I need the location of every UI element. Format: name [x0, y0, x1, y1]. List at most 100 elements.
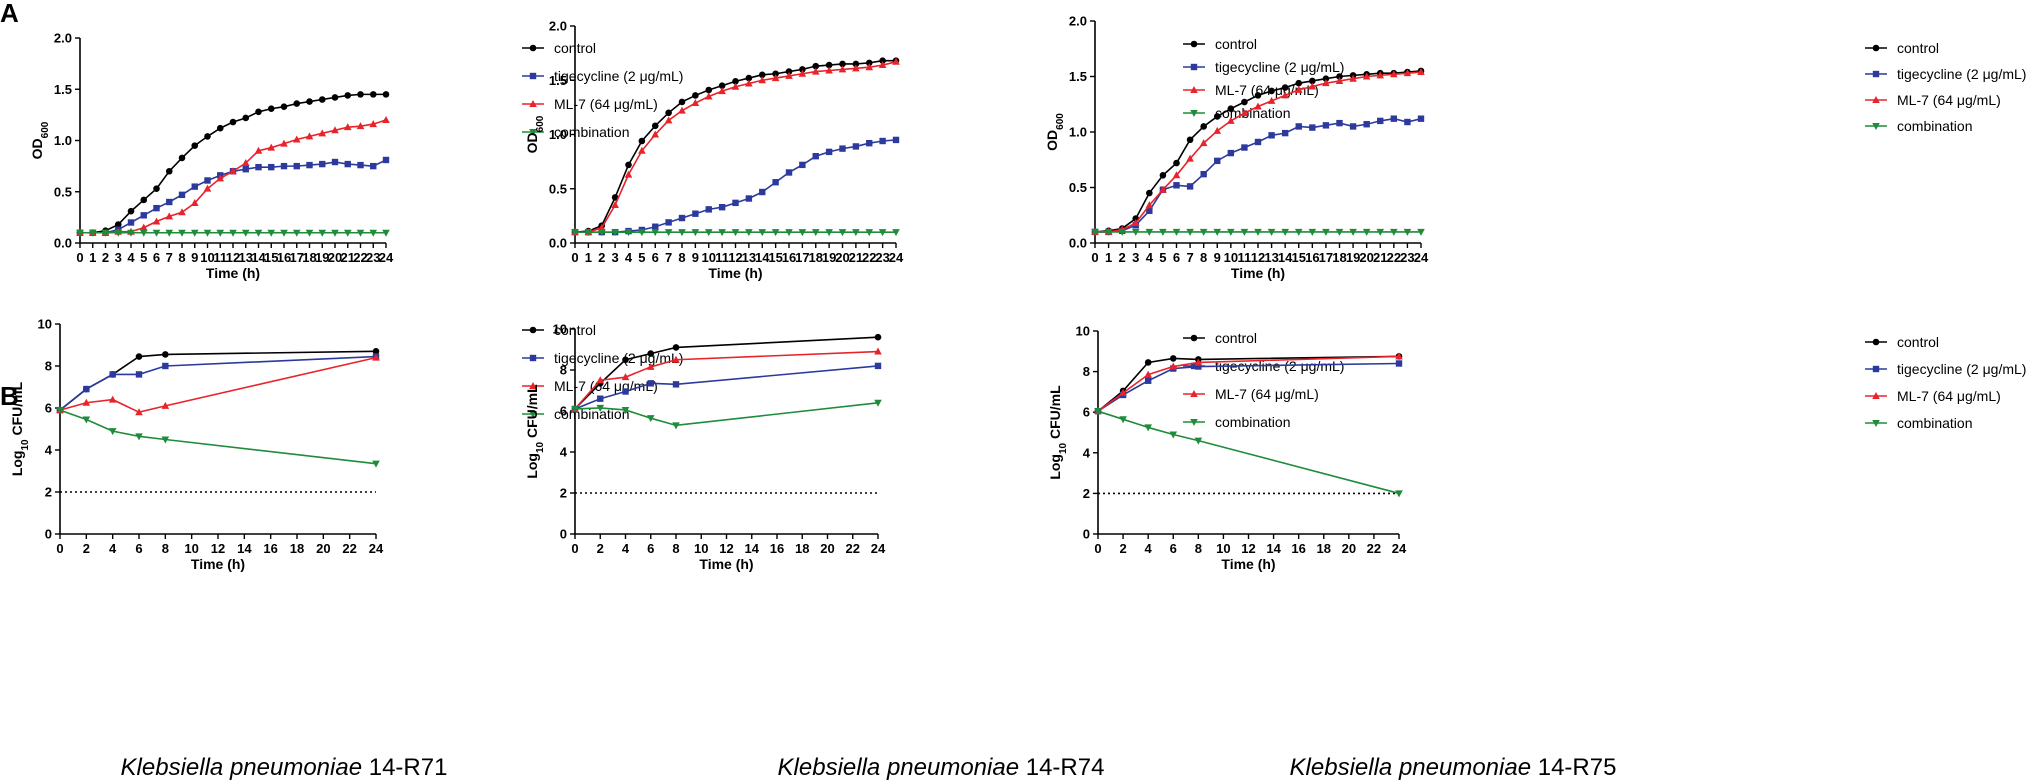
- data-point: [1376, 71, 1385, 79]
- data-point: [664, 116, 673, 124]
- x-tick-label: 10: [702, 250, 716, 265]
- x-tick-label: 17: [1319, 250, 1333, 265]
- data-point: [162, 362, 169, 370]
- data-point: [704, 92, 713, 100]
- data-point: [229, 118, 237, 126]
- data-point: [874, 399, 882, 407]
- x-tick-label: 16: [782, 250, 796, 265]
- legend-marker: [1190, 362, 1198, 370]
- data-point: [798, 229, 807, 237]
- data-point: [852, 143, 860, 150]
- y-axis-title: OD600: [29, 121, 51, 159]
- x-tick-label: 2: [102, 250, 109, 265]
- x-tick-label: 18: [1332, 250, 1346, 265]
- data-point: [1169, 362, 1178, 370]
- y-axis-title-main: Log: [1047, 454, 1063, 480]
- data-point: [596, 376, 605, 384]
- legend-marker: [529, 129, 537, 136]
- data-point: [1335, 76, 1344, 84]
- data-point: [745, 74, 753, 82]
- legend-label: combination: [1215, 414, 1291, 430]
- data-point: [356, 229, 365, 237]
- data-point: [216, 174, 225, 182]
- data-point: [88, 229, 97, 237]
- data-point: [732, 78, 739, 85]
- data-point: [1294, 228, 1303, 236]
- data-point: [1362, 228, 1371, 236]
- data-point: [1172, 171, 1181, 179]
- data-point: [785, 169, 793, 176]
- x-tick-label: 22: [846, 541, 860, 556]
- data-point: [1403, 69, 1412, 77]
- data-point: [732, 199, 739, 207]
- x-tick-label: 4: [109, 541, 117, 556]
- x-tick-label: 10: [694, 541, 708, 556]
- y-tick-label: 4: [560, 445, 568, 460]
- x-tick-label: 4: [625, 250, 633, 265]
- data-point: [1349, 123, 1357, 130]
- x-tick-label: 4: [622, 541, 630, 556]
- data-point: [758, 229, 767, 237]
- data-point: [672, 355, 680, 363]
- data-point: [140, 212, 147, 219]
- data-point: [165, 229, 174, 237]
- data-point: [191, 142, 199, 149]
- legend-label: tigecycline (2 μg/mL): [1897, 361, 2026, 377]
- data-point: [812, 153, 819, 160]
- series-combination: [76, 229, 390, 237]
- legend-marker: [529, 44, 537, 52]
- y-axis-title: OD600: [524, 115, 546, 153]
- data-point: [664, 229, 673, 237]
- x-tick-label: 20: [835, 250, 849, 265]
- data-point: [190, 199, 199, 207]
- data-point: [1159, 185, 1167, 193]
- legend-marker: [529, 72, 537, 80]
- data-point: [1159, 228, 1167, 236]
- data-point: [331, 126, 339, 134]
- data-point: [1322, 122, 1330, 129]
- data-point: [178, 208, 186, 216]
- data-point: [216, 229, 225, 237]
- data-point: [267, 105, 275, 113]
- data-point: [178, 229, 186, 237]
- data-point: [596, 404, 605, 412]
- x-tick-label: 12: [728, 250, 742, 265]
- data-point: [665, 219, 672, 226]
- y-tick-label: 0.5: [1069, 180, 1087, 195]
- legend-marker: [1190, 390, 1198, 397]
- x-tick-label: 1: [585, 250, 592, 265]
- x-tick-label: 14: [251, 250, 266, 265]
- data-point: [280, 103, 288, 110]
- x-tick-label: 19: [822, 250, 836, 265]
- legend-item-combination: combination: [1183, 105, 1291, 121]
- y-tick-label: 1.5: [1069, 69, 1087, 84]
- data-point: [1295, 123, 1302, 130]
- y-tick-label: 2.0: [549, 19, 567, 34]
- y-axis-title-suffix: CFU/mL: [9, 381, 25, 439]
- y-axis-title-main: OD: [1044, 130, 1060, 151]
- x-tick-label: 13: [239, 250, 253, 265]
- charts: 0.00.51.01.52.00 1 2 3 4 5 6 7 8 9 101112131415161…: [9, 14, 2026, 573]
- y-tick-label: 0.5: [54, 184, 72, 199]
- data-point: [165, 167, 173, 175]
- data-point: [369, 229, 378, 237]
- data-point: [241, 159, 250, 167]
- data-point: [127, 219, 135, 226]
- x-tick-label: 8: [1195, 541, 1202, 556]
- legend-label: combination: [1897, 118, 1973, 134]
- data-point: [382, 156, 390, 164]
- data-point: [1395, 352, 1403, 360]
- x-axis-title: Time (h): [1221, 556, 1275, 572]
- data-point: [229, 229, 237, 237]
- x-tick-label: 11: [1238, 250, 1252, 265]
- data-point: [242, 166, 249, 173]
- data-point: [255, 108, 262, 116]
- data-point: [879, 137, 886, 145]
- x-tick-label: 18: [809, 250, 823, 265]
- data-point: [357, 91, 364, 98]
- data-point: [318, 96, 326, 103]
- legend-item-tigecycline-2-g-ml: tigecycline (2 μg/mL): [522, 350, 683, 366]
- x-tick-label: 8: [178, 250, 185, 265]
- data-point: [114, 221, 122, 228]
